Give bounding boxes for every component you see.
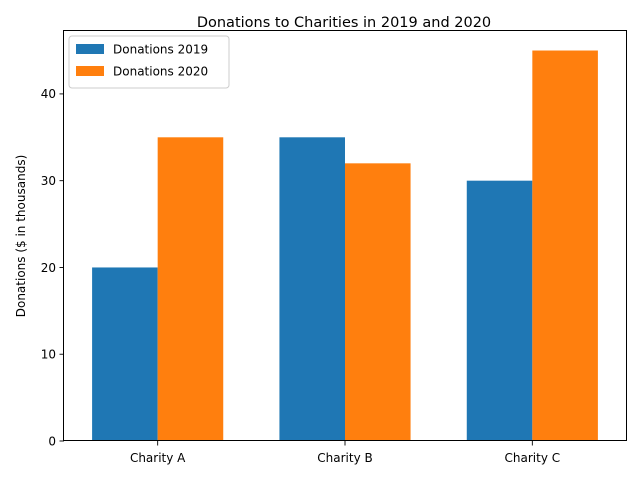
bar-2020-charity-c <box>532 50 598 442</box>
bar-2019-charity-a <box>92 267 158 441</box>
x-tick-label: Charity C <box>505 451 561 465</box>
legend-label: Donations 2020 <box>113 65 208 79</box>
bar-2019-charity-b <box>279 137 345 442</box>
legend-swatch <box>76 66 104 76</box>
bars-layer <box>92 50 598 442</box>
bar-2020-charity-b <box>345 163 411 441</box>
bar-2020-charity-a <box>157 137 224 442</box>
plot-frame <box>63 30 627 441</box>
legend: Donations 2019 Donations 2020 <box>68 35 230 89</box>
x-tick-label: Charity A <box>130 451 186 465</box>
legend-swatch <box>76 44 104 54</box>
bar-2019-charity-c <box>466 180 533 441</box>
chart-title: Donations to Charities in 2019 and 2020 <box>197 15 491 31</box>
y-tick-label: 30 <box>41 174 56 188</box>
y-tick-label: 20 <box>41 261 56 275</box>
y-tick-label: 40 <box>41 87 56 101</box>
y-tick-label: 10 <box>41 348 56 362</box>
y-tick-label: 0 <box>48 434 56 448</box>
x-axis: Charity A Charity B Charity C <box>130 441 560 465</box>
legend-box <box>68 35 230 89</box>
legend-label: Donations 2019 <box>113 43 208 57</box>
y-axis-title: Donations ($ in thousands) <box>14 155 28 318</box>
y-axis: 0 10 20 30 40 <box>41 87 64 448</box>
x-tick-label: Charity B <box>317 451 372 465</box>
